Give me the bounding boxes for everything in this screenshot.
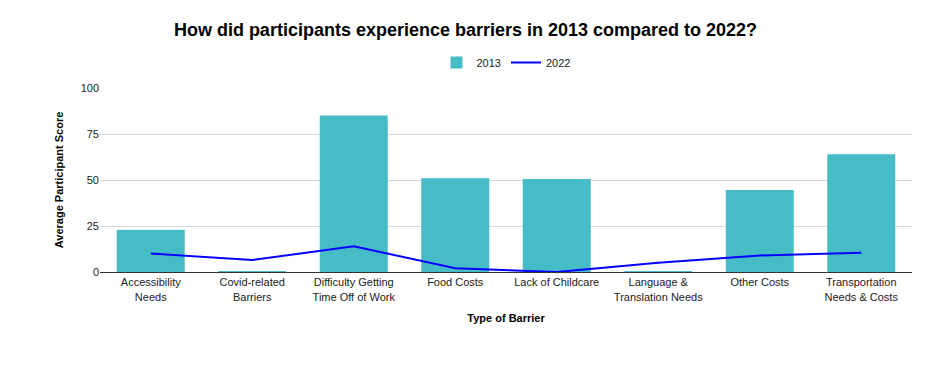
svg-text:25: 25 (87, 220, 99, 232)
svg-text:AccessibilityNeeds: AccessibilityNeeds (121, 276, 181, 302)
svg-text:TransportationNeeds & Costs: TransportationNeeds & Costs (825, 276, 899, 302)
svg-text:Type of Barrier: Type of Barrier (467, 312, 545, 324)
svg-text:75: 75 (87, 128, 99, 140)
svg-text:Food Costs: Food Costs (427, 276, 484, 288)
svg-text:Average Participant Score: Average Participant Score (53, 112, 65, 249)
svg-text:0: 0 (93, 266, 99, 278)
svg-text:Difficulty GettingTime Off of: Difficulty GettingTime Off of Work (313, 276, 396, 302)
svg-text:Lack of Childcare: Lack of Childcare (514, 276, 599, 288)
svg-text:Covid-relatedBarriers: Covid-relatedBarriers (220, 276, 285, 302)
svg-text:50: 50 (87, 174, 99, 186)
svg-text:Language &Translation Needs: Language &Translation Needs (614, 276, 703, 302)
svg-text:Other Costs: Other Costs (730, 276, 789, 288)
svg-text:2013: 2013 (477, 57, 501, 69)
svg-text:2022: 2022 (546, 57, 570, 69)
svg-text:How did participants experienc: How did participants experience barriers… (174, 20, 757, 40)
svg-text:100: 100 (81, 82, 99, 94)
